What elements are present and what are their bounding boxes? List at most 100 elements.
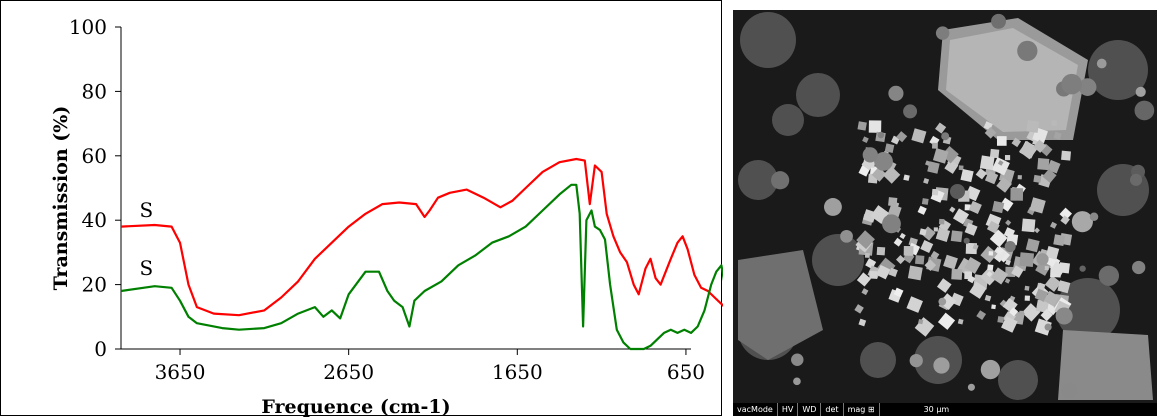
sem-grain [917, 205, 927, 215]
sem-grain [1056, 278, 1120, 342]
sem-grain [989, 148, 1000, 159]
sem-grain [1033, 174, 1042, 183]
sem-grain [1011, 265, 1024, 278]
sem-grain [1050, 261, 1066, 278]
sem-grain [1024, 285, 1030, 291]
sem-label-hv: HV [778, 403, 799, 416]
sem-grain [938, 218, 945, 225]
sem-grain [919, 228, 927, 236]
sem-grain [1034, 318, 1052, 336]
sem-grain [996, 177, 1012, 193]
sem-grain [937, 312, 956, 330]
sem-info-bar: vacMode HV WD det mag ⊞ 30 µm [733, 403, 1157, 416]
sem-grain [869, 270, 878, 279]
sem-grain [1044, 323, 1052, 331]
sem-grain [1044, 275, 1062, 292]
sem-grain [796, 73, 840, 117]
x-tick-label: 1650 [492, 360, 543, 384]
sem-grain [893, 287, 904, 298]
sem-crystal [1058, 330, 1153, 400]
sem-grain [896, 131, 908, 143]
sem-grain [860, 342, 896, 378]
sem-grain [996, 246, 1004, 255]
sem-grain [1098, 265, 1120, 286]
sem-grain [991, 304, 996, 310]
sem-grain [1037, 282, 1046, 291]
sem-grain [1089, 212, 1099, 222]
sem-grain [932, 148, 949, 164]
sem-grain [1078, 78, 1097, 96]
sem-grain [964, 257, 982, 274]
sem-grain [793, 377, 801, 386]
sem-grain [1053, 131, 1062, 140]
sem-grain [964, 222, 978, 236]
sem-grain [1060, 215, 1070, 225]
sem-grain [856, 230, 875, 250]
sem-grain [1009, 307, 1019, 317]
sem-grain [899, 232, 906, 240]
sem-grain [1135, 86, 1146, 97]
sem-grain [931, 188, 939, 196]
sem-grain [823, 198, 842, 216]
sem-grain [1021, 218, 1036, 233]
sem-grain [1019, 252, 1035, 267]
sem-grain [991, 13, 1007, 29]
sem-grain [840, 229, 853, 243]
sem-grain [1034, 227, 1040, 234]
sem-grain [927, 161, 940, 174]
sem-grain [976, 310, 987, 320]
x-tick-label: 650 [667, 360, 705, 384]
sem-label-mag: mag ⊞ [844, 403, 880, 416]
sem-grain [1029, 197, 1046, 214]
sem-grain [1057, 280, 1071, 294]
sem-grain [888, 267, 898, 277]
sem-grain [911, 128, 927, 144]
sem-micrograph [733, 10, 1157, 410]
sem-grain [884, 143, 895, 153]
sem-grain [991, 267, 1009, 285]
sem-grain [862, 147, 878, 163]
sem-grain [1061, 382, 1078, 399]
sem-grain [791, 353, 804, 366]
sem-grain [1036, 253, 1049, 266]
sem-grain [1005, 259, 1011, 266]
sem-grain [1004, 241, 1016, 253]
sem-grain [988, 251, 994, 256]
sem-grain [1001, 316, 1018, 333]
sem-grain [1011, 137, 1022, 148]
sem-grain [930, 250, 940, 260]
sem-grain [868, 120, 882, 133]
sem-grain [989, 229, 1008, 248]
sem-grain [772, 104, 804, 136]
sem-grain [1055, 307, 1073, 325]
sem-grain [874, 152, 893, 171]
sem-grain [854, 304, 864, 314]
sem-grain [933, 357, 950, 374]
y-tick-label: 80 [82, 79, 107, 103]
sem-scalebar-label: 30 µm [923, 405, 950, 414]
sem-grain [935, 122, 947, 134]
sem-grain [862, 136, 869, 144]
sem-grain [958, 165, 964, 171]
sem-grain [957, 318, 964, 325]
sem-grain [1026, 120, 1040, 133]
sem-grain [1005, 219, 1012, 226]
sem-grain [1051, 120, 1057, 126]
sem-grain [1053, 234, 1066, 247]
sem-grain [1033, 139, 1047, 153]
y-tick-label: 60 [82, 144, 107, 168]
x-axis-label: Frequence (cm-1) [261, 396, 450, 417]
sem-grain [1021, 303, 1041, 322]
sem-grain [857, 121, 867, 131]
sem-grain [958, 190, 970, 202]
sem-grain [1004, 278, 1011, 284]
sem-grain [1061, 73, 1082, 95]
sem-grain [987, 264, 994, 271]
sem-grain [903, 246, 914, 256]
sem-grain [941, 132, 950, 141]
sem-grain [907, 265, 923, 281]
sem-grain [996, 136, 1007, 146]
sem-grain [991, 157, 1010, 176]
sem-grain [882, 166, 901, 184]
sem-image-panel: vacMode HV WD det mag ⊞ 30 µm [728, 0, 1163, 416]
